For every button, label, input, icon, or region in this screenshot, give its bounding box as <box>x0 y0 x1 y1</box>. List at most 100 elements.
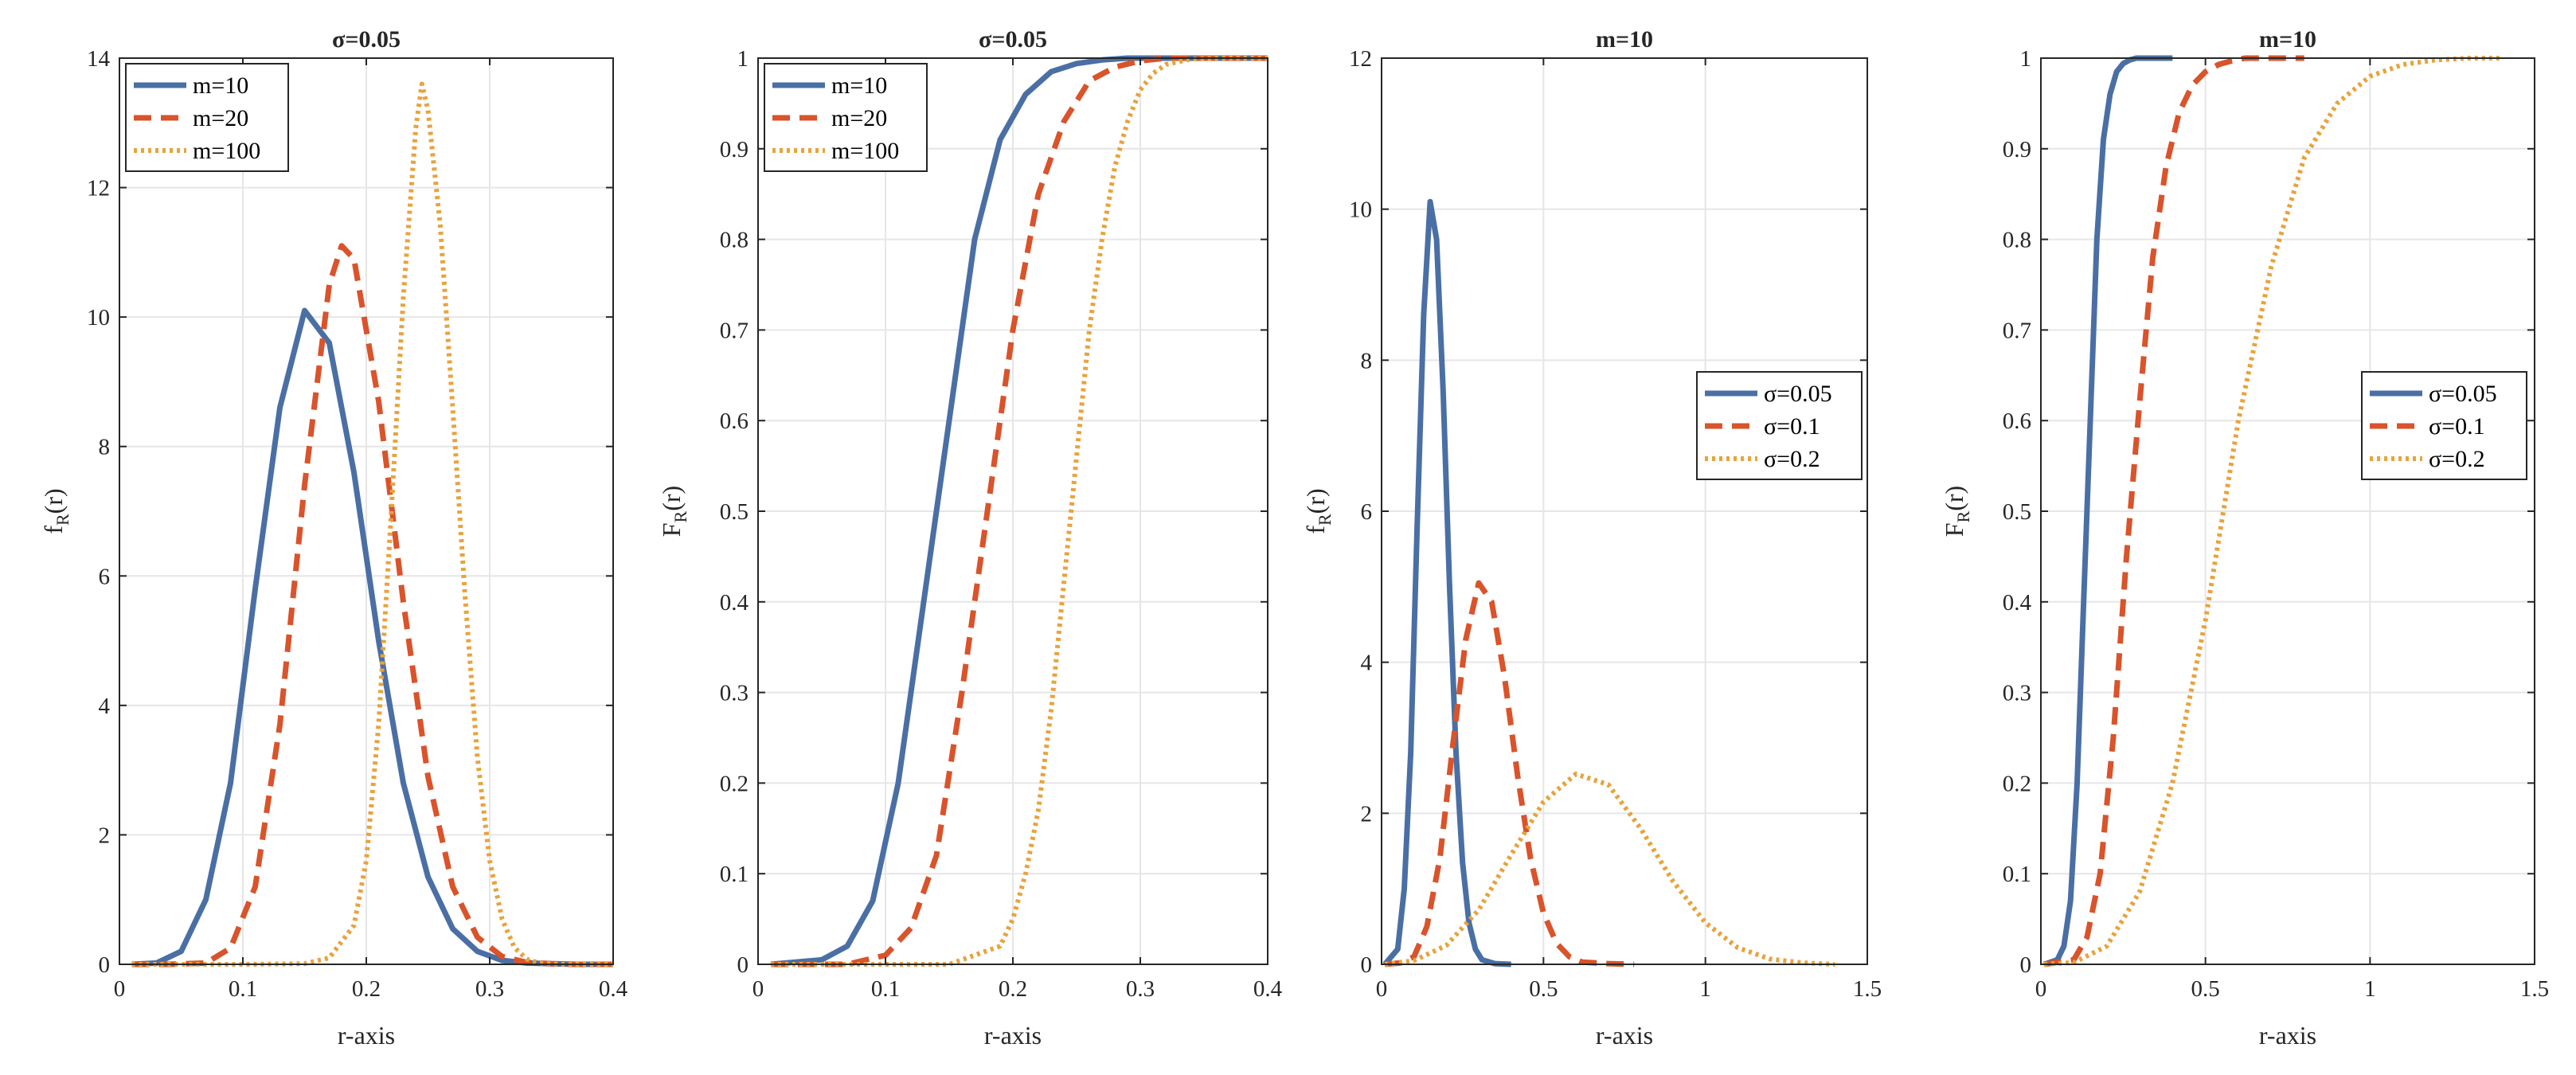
y-tick-label: 0 <box>737 952 749 978</box>
legend-box <box>1696 371 1863 480</box>
y-tick-label: 0.3 <box>2003 681 2031 706</box>
legend-label: m=100 <box>193 138 260 164</box>
x-tick-label: 0.2 <box>999 976 1027 1002</box>
y-tick-label: 0 <box>1361 952 1373 978</box>
x-tick-label: 0 <box>1376 976 1388 1002</box>
series-line-1 <box>2042 55 2173 968</box>
y-tick-label: 0.4 <box>720 590 749 616</box>
series-line-3 <box>131 81 613 967</box>
y-tick-label: 0.6 <box>720 408 749 434</box>
x-tick-label: 1 <box>2364 976 2376 1002</box>
y-tick-label: 12 <box>1349 46 1372 72</box>
y-tick-label: 0 <box>99 952 111 978</box>
x-axis-label: r-axis <box>2259 1021 2316 1050</box>
legend: m=10 m=20 m=100 <box>125 63 289 172</box>
series-line-3 <box>1384 772 1835 967</box>
y-tick-label: 0.5 <box>2003 499 2031 525</box>
chart-title: m=10 <box>2259 26 2316 53</box>
legend-label: σ=0.1 <box>1764 413 1820 440</box>
x-tick-label: 1.5 <box>2520 976 2549 1002</box>
y-tick-label: 0.4 <box>2003 590 2032 616</box>
series-line-3 <box>2043 56 2502 967</box>
legend-label: m=100 <box>831 138 899 164</box>
chart-title: σ=0.05 <box>332 26 401 53</box>
legend: σ=0.05 σ=0.1 σ=0.2 <box>2361 371 2527 480</box>
y-tick-label: 6 <box>1361 499 1373 525</box>
chart-panel-4: 0 0.5 1 1.5 0 0.1 0.2 0.3 0.4 0.5 0.6 0.7 0.8 0.9 1 m=1… <box>1940 26 2549 1050</box>
x-tick-label: 0.3 <box>475 976 504 1002</box>
chart-panel-3: 0 0.5 1 1.5024681012m=10r-axisfR(r)σ=0.05σ=… <box>1301 26 1882 1050</box>
y-tick-label: 2 <box>1361 801 1373 827</box>
legend-label: σ=0.2 <box>2429 446 2485 472</box>
x-tick-label: 0.4 <box>1253 976 1283 1002</box>
x-tick-label: 0 <box>752 976 764 1002</box>
x-axis-label: r-axis <box>984 1021 1042 1050</box>
series-line-2 <box>771 55 1268 968</box>
x-tick-label: 1 <box>1699 976 1711 1002</box>
x-tick-label: 0.2 <box>352 976 381 1002</box>
y-tick-label: 8 <box>99 435 111 460</box>
y-axis-label: FR(r) <box>1940 486 1973 537</box>
y-tick-label: 0.2 <box>2003 771 2031 796</box>
legend: σ=0.05 σ=0.1 σ=0.2 <box>1696 371 1863 480</box>
legend-label: σ=0.05 <box>1764 381 1832 407</box>
chart-panel-2: 0 0.1 0.2 0.3 0.4 0 0.1 0.2 0.3 0.4 0.5 0.6 0.7 0.8 0.… <box>657 26 1283 1050</box>
legend: m=10 m=20 m=100 <box>764 63 928 172</box>
series-line-2 <box>131 243 613 968</box>
legend-label: m=20 <box>193 105 248 131</box>
series-line-2 <box>1384 580 1635 968</box>
x-tick-label: 0.5 <box>2191 976 2220 1002</box>
y-tick-label: 0.1 <box>2003 862 2031 887</box>
y-tick-label: 8 <box>1361 348 1373 373</box>
x-tick-label: 0.3 <box>1126 976 1155 1002</box>
x-tick-label: 0.1 <box>871 976 900 1002</box>
legend-box <box>125 63 289 172</box>
y-axis-label: FR(r) <box>657 486 690 537</box>
y-tick-label: 0.9 <box>720 137 749 162</box>
y-tick-label: 0 <box>2020 952 2032 978</box>
y-tick-label: 0.7 <box>720 318 749 343</box>
y-tick-label: 0.8 <box>2003 228 2031 253</box>
legend-label: m=10 <box>193 72 248 99</box>
y-tick-label: 0.2 <box>720 771 749 796</box>
legend-label: m=20 <box>831 105 887 131</box>
legend-label: σ=0.2 <box>1764 446 1820 472</box>
y-tick-label: 4 <box>99 694 111 719</box>
legend-label: σ=0.1 <box>2429 413 2485 440</box>
y-tick-label: 14 <box>87 46 111 72</box>
y-tick-label: 10 <box>1349 197 1372 223</box>
x-axis-label: r-axis <box>1596 1021 1653 1050</box>
y-tick-label: 1 <box>2020 46 2032 72</box>
x-tick-label: 0.4 <box>599 976 628 1002</box>
x-tick-label: 0.5 <box>1529 976 1558 1002</box>
chart-title: σ=0.05 <box>979 26 1047 53</box>
y-tick-label: 0.7 <box>2003 318 2031 343</box>
legend-label: σ=0.05 <box>2429 381 2497 407</box>
series-line-1 <box>1382 198 1511 968</box>
legend-box <box>764 63 928 172</box>
y-tick-label: 0.5 <box>720 499 749 525</box>
y-tick-label: 0.8 <box>720 228 749 253</box>
x-tick-label: 0 <box>114 976 126 1002</box>
legend-box <box>2361 371 2527 480</box>
x-tick-label: 0 <box>2035 976 2047 1002</box>
y-tick-label: 4 <box>1361 651 1373 676</box>
y-tick-label: 0.9 <box>2003 137 2031 162</box>
y-tick-label: 6 <box>99 564 111 589</box>
series-line-3 <box>771 56 1268 967</box>
chart-title: m=10 <box>1596 26 1653 53</box>
x-axis-label: r-axis <box>338 1021 395 1050</box>
y-axis-label: fR(r) <box>1301 488 1335 534</box>
y-tick-label: 0.3 <box>720 681 749 706</box>
legend-label: m=10 <box>831 72 887 99</box>
y-tick-label: 2 <box>99 823 111 848</box>
x-tick-label: 1.5 <box>1853 976 1882 1002</box>
y-tick-label: 0.1 <box>720 862 749 887</box>
y-axis-label: fR(r) <box>39 488 72 534</box>
y-tick-label: 10 <box>87 305 110 330</box>
y-tick-label: 0.6 <box>2003 408 2031 434</box>
x-tick-label: 0.1 <box>229 976 257 1002</box>
y-tick-label: 12 <box>87 176 110 201</box>
chart-panel-1: 0 0.1 0.2 0.3 0.4 0 2 4 6 8 10 12 14 σ=0.05 r-axis fR(r… <box>39 26 628 1050</box>
